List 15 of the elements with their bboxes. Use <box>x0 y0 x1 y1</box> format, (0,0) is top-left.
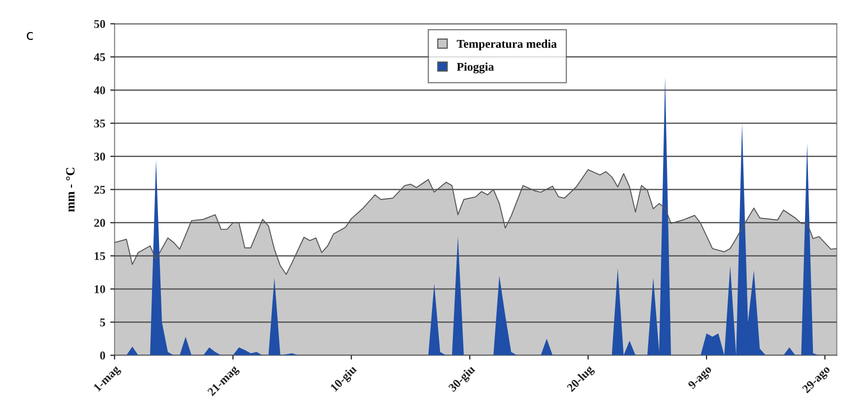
y-tick-label: 10 <box>94 285 106 294</box>
y-tick-label: 35 <box>94 120 106 128</box>
y-axis-title: mm - °C <box>66 168 75 212</box>
y-tick-label: 5 <box>100 318 106 326</box>
y-tick-label: 30 <box>94 152 106 161</box>
y-tick-label: 40 <box>94 86 106 94</box>
legend-label: Pioggia <box>456 62 494 74</box>
text: c <box>26 32 33 40</box>
y-tick-label: 50 <box>94 20 106 28</box>
y-tick-label: 25 <box>94 186 106 194</box>
y-tick-label: 15 <box>94 252 106 260</box>
y-tick-label: 20 <box>94 218 106 227</box>
y-tick-label: 0 <box>100 352 106 360</box>
y-tick-label: 45 <box>94 53 106 62</box>
legend-label: Temperatura media <box>456 40 557 50</box>
